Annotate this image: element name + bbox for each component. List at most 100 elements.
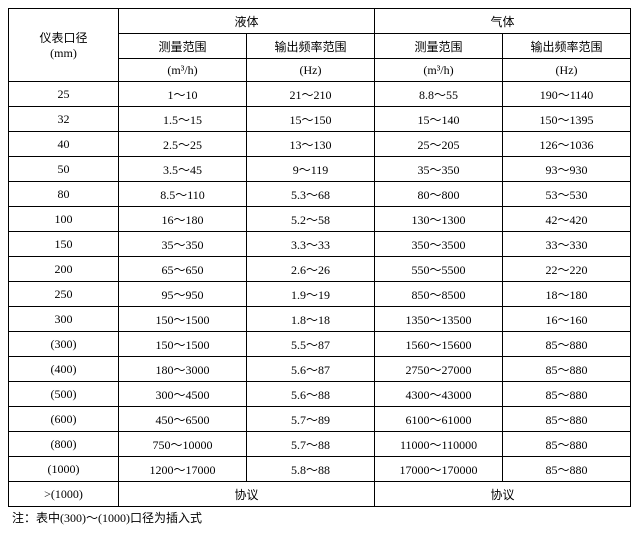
cell-liquid-freq: 3.3～33 [247, 232, 375, 257]
cell-liquid-freq: 9～119 [247, 157, 375, 182]
cell-gas-freq: 93～930 [503, 157, 631, 182]
cell-liquid-range: 3.5～45 [119, 157, 247, 182]
cell-gas-freq: 33～330 [503, 232, 631, 257]
cell-caliber: (800) [9, 432, 119, 457]
table-row: (800)750～100005.7～8811000～11000085～880 [9, 432, 631, 457]
cell-gas-range: 4300～43000 [375, 382, 503, 407]
cell-liquid-freq: 15～150 [247, 107, 375, 132]
cell-gas-freq: 150～1395 [503, 107, 631, 132]
cell-gas-range: 17000～170000 [375, 457, 503, 482]
cell-caliber: 40 [9, 132, 119, 157]
table-row: 15035～3503.3～33350～350033～330 [9, 232, 631, 257]
caliber-unit: (mm) [13, 46, 114, 61]
cell-caliber: 80 [9, 182, 119, 207]
cell-liquid-freq: 5.2～58 [247, 207, 375, 232]
cell-gas-range: 15～140 [375, 107, 503, 132]
header-caliber: 仪表口径 (mm) [9, 9, 119, 82]
cell-gas-freq: 85～880 [503, 332, 631, 357]
cell-gas-range: 8.8～55 [375, 82, 503, 107]
table-row: 808.5～1105.3～6880～80053～530 [9, 182, 631, 207]
table-row: 20065～6502.6～26550～550022～220 [9, 257, 631, 282]
cell-gas-freq: 42～420 [503, 207, 631, 232]
cell-liquid-freq: 1.9～19 [247, 282, 375, 307]
cell-caliber: 250 [9, 282, 119, 307]
cell-gas-merged: 协议 [375, 482, 631, 507]
cell-gas-freq: 22～220 [503, 257, 631, 282]
header-liquid-range-unit: (m³/h) [119, 59, 247, 82]
table-row: 25095～9501.9～19850～850018～180 [9, 282, 631, 307]
header-gas: 气体 [375, 9, 631, 34]
table-row-last: >(1000)协议协议 [9, 482, 631, 507]
cell-liquid-merged: 协议 [119, 482, 375, 507]
cell-liquid-freq: 13～130 [247, 132, 375, 157]
cell-gas-freq: 53～530 [503, 182, 631, 207]
table-row: (1000)1200～170005.8～8817000～17000085～880 [9, 457, 631, 482]
cell-gas-freq: 85～880 [503, 407, 631, 432]
header-liquid-freq-unit: (Hz) [247, 59, 375, 82]
cell-gas-range: 130～1300 [375, 207, 503, 232]
cell-liquid-freq: 2.6～26 [247, 257, 375, 282]
cell-caliber: >(1000) [9, 482, 119, 507]
cell-caliber: 32 [9, 107, 119, 132]
cell-caliber: (400) [9, 357, 119, 382]
cell-gas-range: 35～350 [375, 157, 503, 182]
cell-liquid-freq: 21～210 [247, 82, 375, 107]
table-row: (300)150～15005.5～871560～1560085～880 [9, 332, 631, 357]
cell-liquid-freq: 5.7～89 [247, 407, 375, 432]
table-row: 321.5～1515～15015～140150～1395 [9, 107, 631, 132]
cell-gas-range: 1350～13500 [375, 307, 503, 332]
cell-liquid-range: 65～650 [119, 257, 247, 282]
header-liquid-freq: 输出频率范围 [247, 34, 375, 59]
table-row: 10016～1805.2～58130～130042～420 [9, 207, 631, 232]
cell-gas-range: 550～5500 [375, 257, 503, 282]
table-header: 仪表口径 (mm) 液体 气体 测量范围 输出频率范围 测量范围 输出频率范围 … [9, 9, 631, 82]
cell-caliber: 150 [9, 232, 119, 257]
cell-liquid-range: 1～10 [119, 82, 247, 107]
cell-caliber: (1000) [9, 457, 119, 482]
cell-caliber: 200 [9, 257, 119, 282]
cell-liquid-range: 2.5～25 [119, 132, 247, 157]
cell-liquid-range: 300～4500 [119, 382, 247, 407]
cell-liquid-freq: 5.8～88 [247, 457, 375, 482]
table-row: (400)180～30005.6～872750～2700085～880 [9, 357, 631, 382]
cell-gas-freq: 85～880 [503, 457, 631, 482]
cell-liquid-range: 8.5～110 [119, 182, 247, 207]
cell-caliber: (500) [9, 382, 119, 407]
header-liquid: 液体 [119, 9, 375, 34]
cell-liquid-range: 150～1500 [119, 307, 247, 332]
cell-gas-freq: 18～180 [503, 282, 631, 307]
footnote: 注：表中(300)～(1000)口径为插入式 [8, 509, 633, 526]
cell-gas-freq: 85～880 [503, 357, 631, 382]
cell-gas-range: 11000～110000 [375, 432, 503, 457]
cell-gas-range: 850～8500 [375, 282, 503, 307]
header-gas-freq-unit: (Hz) [503, 59, 631, 82]
cell-liquid-range: 450～6500 [119, 407, 247, 432]
cell-caliber: 300 [9, 307, 119, 332]
cell-gas-freq: 126～1036 [503, 132, 631, 157]
cell-liquid-range: 750～10000 [119, 432, 247, 457]
cell-gas-range: 2750～27000 [375, 357, 503, 382]
cell-liquid-range: 180～3000 [119, 357, 247, 382]
cell-liquid-freq: 5.3～68 [247, 182, 375, 207]
cell-liquid-freq: 5.7～88 [247, 432, 375, 457]
cell-liquid-freq: 5.5～87 [247, 332, 375, 357]
cell-gas-range: 80～800 [375, 182, 503, 207]
cell-liquid-range: 150～1500 [119, 332, 247, 357]
spec-table: 仪表口径 (mm) 液体 气体 测量范围 输出频率范围 测量范围 输出频率范围 … [8, 8, 631, 507]
table-row: 402.5～2513～13025～205126～1036 [9, 132, 631, 157]
cell-gas-freq: 85～880 [503, 432, 631, 457]
table-row: 503.5～459～11935～35093～930 [9, 157, 631, 182]
table-row: 300150～15001.8～181350～1350016～160 [9, 307, 631, 332]
cell-gas-freq: 85～880 [503, 382, 631, 407]
cell-gas-freq: 190～1140 [503, 82, 631, 107]
header-gas-range: 测量范围 [375, 34, 503, 59]
cell-caliber: 50 [9, 157, 119, 182]
table-row: (600)450～65005.7～896100～6100085～880 [9, 407, 631, 432]
cell-liquid-range: 35～350 [119, 232, 247, 257]
header-liquid-range: 测量范围 [119, 34, 247, 59]
header-gas-freq: 输出频率范围 [503, 34, 631, 59]
cell-caliber: 100 [9, 207, 119, 232]
caliber-label: 仪表口径 [13, 29, 114, 46]
cell-caliber: (300) [9, 332, 119, 357]
cell-gas-freq: 16～160 [503, 307, 631, 332]
